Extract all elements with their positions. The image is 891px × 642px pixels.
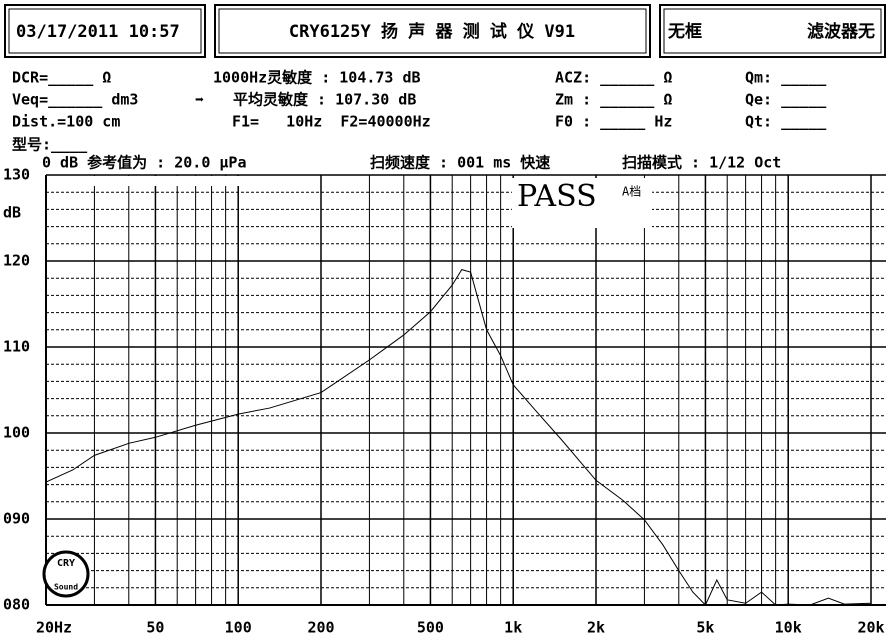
info: 1000Hz灵敏度 : 104.73 dB: [213, 69, 421, 87]
frame: 无框: [667, 21, 702, 42]
box: [8, 8, 202, 54]
logo: [42, 550, 90, 598]
x-tick-label: 1k: [504, 619, 522, 637]
info: Dist.=100 cm: [12, 113, 120, 131]
box: [214, 4, 651, 58]
info: Veq=______ dm3: [12, 91, 138, 109]
logo-text: CRY: [57, 558, 75, 569]
box: [659, 4, 886, 58]
x-tick-label: 100: [225, 619, 252, 637]
y-tick-label: 110: [3, 338, 30, 356]
y-tick-label: 090: [3, 510, 30, 528]
info: Zm : ______ Ω: [555, 91, 672, 109]
x-tick-label: 10k: [775, 619, 802, 637]
y-tick-label: 100: [3, 424, 30, 442]
response-curve: [45, 269, 872, 606]
x-tick-label: 2k: [587, 619, 605, 637]
box: [4, 4, 206, 58]
info: 型号:____: [12, 136, 88, 154]
info: Qm: _____: [745, 69, 827, 87]
info: DCR=_____ Ω: [12, 69, 111, 87]
info: Qt: _____: [745, 113, 827, 131]
info: ACZ: ______ Ω: [555, 69, 672, 87]
datetime: 03/17/2011 10:57: [16, 22, 180, 42]
device-title: CRY6125Y 扬 声 器 测 试 仪 V91: [289, 21, 575, 42]
info: 平均灵敏度 : 107.30 dB: [233, 91, 416, 109]
x-tick-label: 500: [417, 619, 444, 637]
info: ➡: [195, 91, 204, 109]
x-tick-label: 200: [307, 619, 334, 637]
pass: PASS: [517, 179, 597, 214]
box: [218, 8, 647, 54]
y-tick-label: 120: [3, 252, 30, 270]
x-tick-label: 20k: [857, 619, 884, 637]
info: 扫描模式 : 1/12 Oct: [622, 154, 781, 172]
y-tick-label: 080: [3, 596, 30, 614]
label-mask: [48, 176, 298, 186]
y-axis-label: dB: [3, 204, 21, 222]
pass-box: [512, 178, 652, 228]
logo-text: Sound: [54, 583, 78, 592]
info: 0 dB 参考值为 : 20.0 μPa: [42, 154, 247, 172]
x-tick-label: 20Hz: [36, 619, 72, 637]
y-tick-label: 130: [3, 166, 30, 184]
info: F0 : _____ Hz: [555, 113, 672, 131]
x-tick-label: 5k: [696, 619, 714, 637]
info: 扫频速度 : 001 ms 快速: [370, 154, 550, 172]
plot: 080 090 100 110 120 130 20Hz 50 100 200 500 1k 2k 5k 1…: [3, 166, 886, 637]
weighting: A档: [622, 185, 641, 199]
info: F1= 10Hz F2=40000Hz: [232, 113, 431, 131]
box: [663, 8, 882, 54]
x-tick-label: 50: [146, 619, 164, 637]
filter: 滤波器无: [807, 21, 875, 42]
info: Qe: _____: [745, 91, 827, 109]
